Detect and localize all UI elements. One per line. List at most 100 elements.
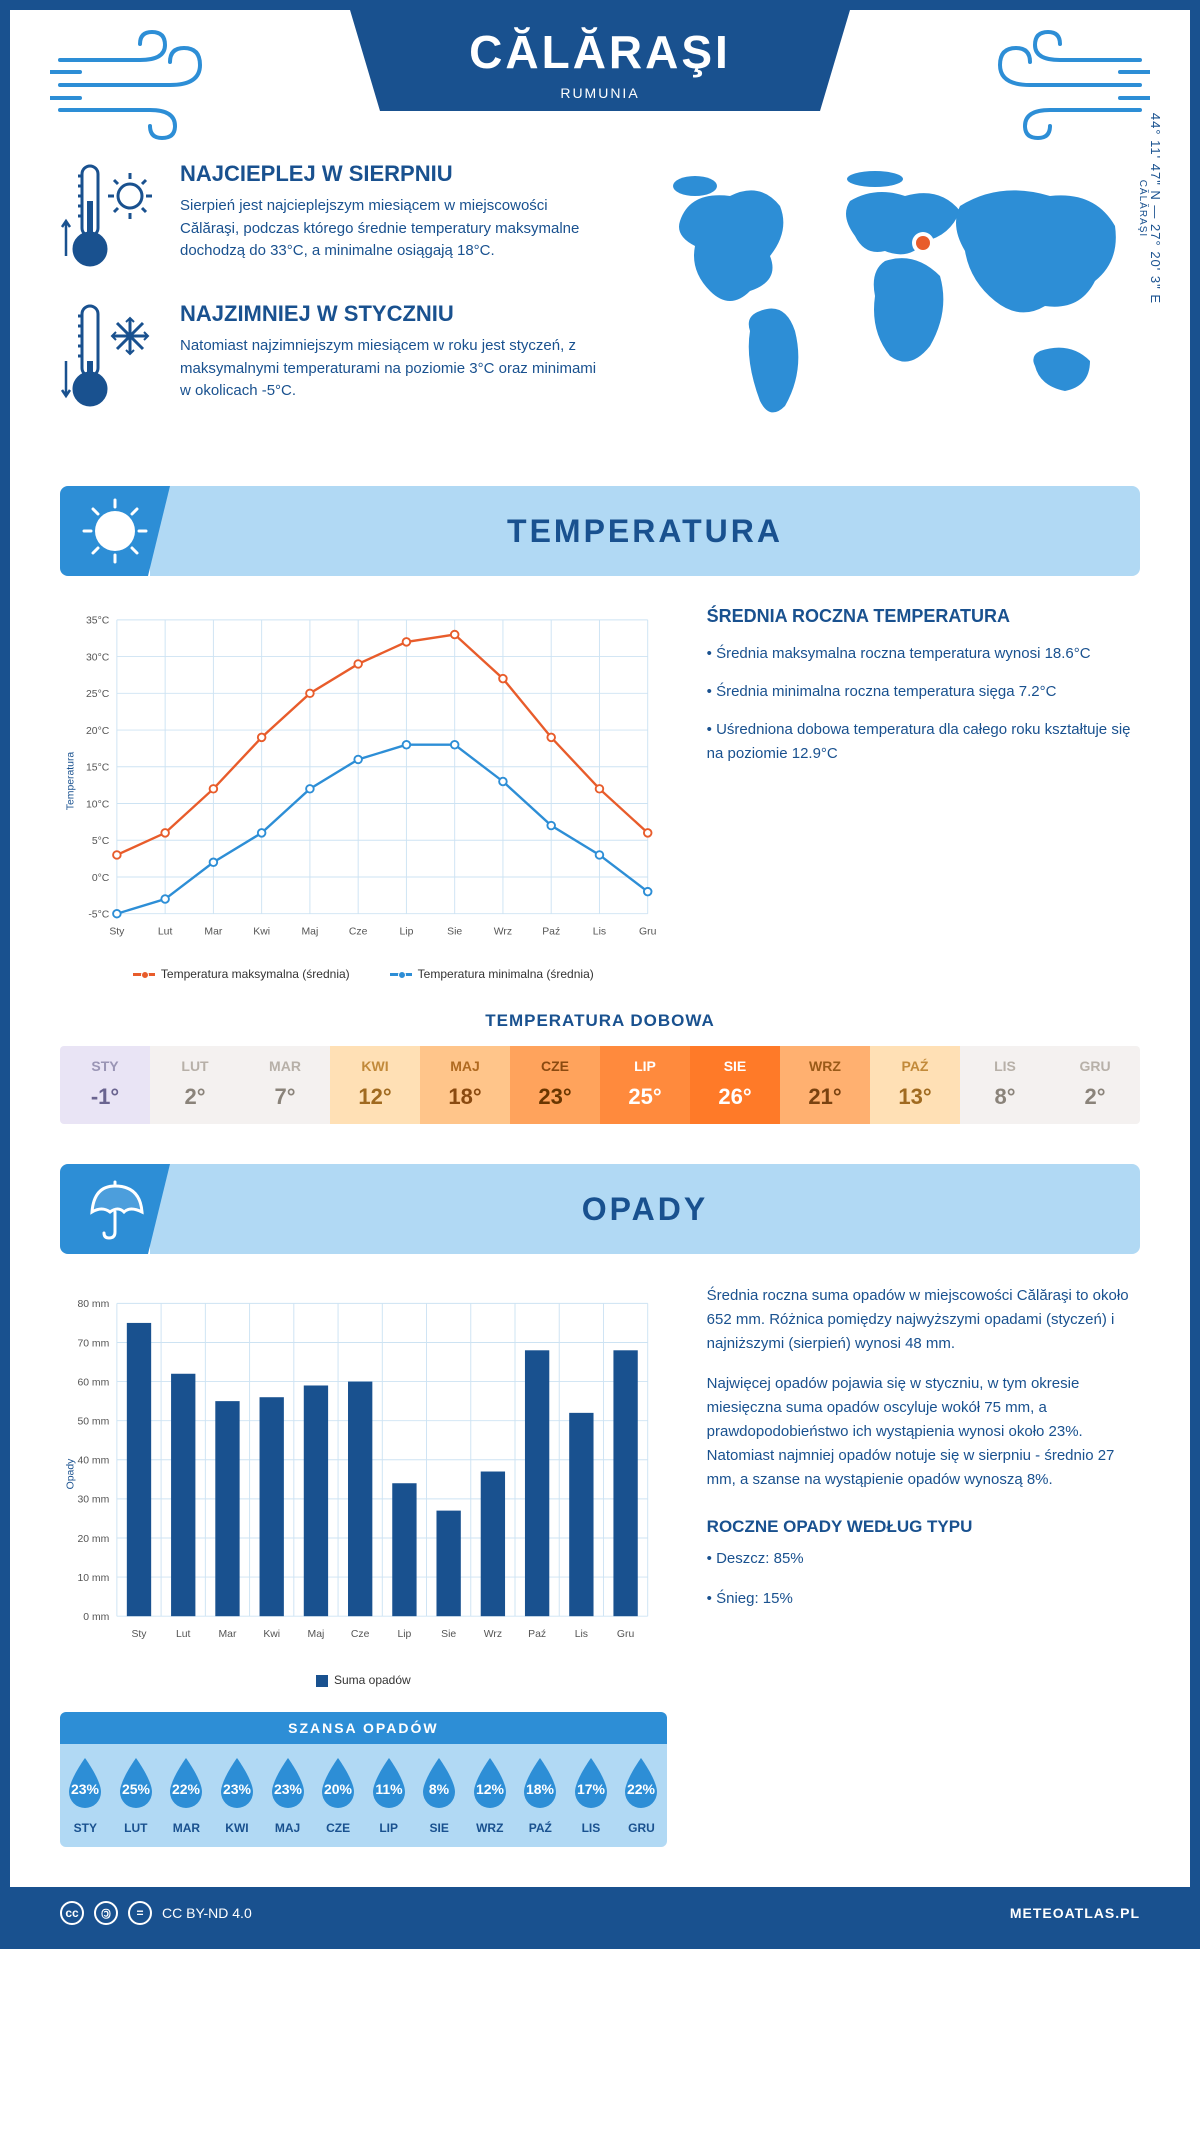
svg-text:Sie: Sie — [447, 927, 462, 938]
thermometer-hot-icon — [60, 161, 160, 271]
chance-cell: 8%SIE — [414, 1756, 465, 1835]
svg-text:12%: 12% — [476, 1781, 505, 1797]
map-block: 44° 11' 47" N — 27° 20' 3" E CĂLĂRAŞI — [640, 161, 1140, 446]
daily-cell: LUT2° — [150, 1046, 240, 1124]
daily-cell: LIP25° — [600, 1046, 690, 1124]
svg-text:Temperatura: Temperatura — [65, 752, 76, 811]
svg-text:Lis: Lis — [593, 927, 606, 938]
daily-cell: GRU2° — [1050, 1046, 1140, 1124]
svg-text:20 mm: 20 mm — [77, 1534, 109, 1545]
chance-cell: 23%KWI — [212, 1756, 263, 1835]
svg-text:Sie: Sie — [441, 1629, 456, 1640]
daily-cell: STY-1° — [60, 1046, 150, 1124]
daily-temp-table: STY-1°LUT2°MAR7°KWI12°MAJ18°CZE23°LIP25°… — [60, 1046, 1140, 1124]
infographic-page: CĂLĂRAŞI RUMUNIA — [0, 0, 1200, 1949]
svg-text:23%: 23% — [223, 1781, 252, 1797]
rain-type-b2: • Śnieg: 15% — [707, 1587, 1140, 1611]
world-map-icon — [640, 161, 1140, 441]
daily-temp-title: TEMPERATURA DOBOWA — [60, 1011, 1140, 1031]
temp-info-title: ŚREDNIA ROCZNA TEMPERATURA — [707, 606, 1140, 627]
chance-cell: 22%MAR — [161, 1756, 212, 1835]
wind-icon — [980, 30, 1150, 140]
precipitation-title: OPADY — [582, 1191, 708, 1228]
svg-text:50 mm: 50 mm — [77, 1416, 109, 1427]
hottest-text: Sierpień jest najcieplejszym miesiącem w… — [180, 195, 600, 263]
svg-text:Maj: Maj — [308, 1629, 325, 1640]
daily-cell: MAJ18° — [420, 1046, 510, 1124]
coordinates: 44° 11' 47" N — 27° 20' 3" E CĂLĂRAŞI — [1137, 112, 1163, 303]
svg-text:Lut: Lut — [158, 927, 173, 938]
svg-text:22%: 22% — [172, 1781, 201, 1797]
country-name: RUMUNIA — [430, 85, 770, 101]
svg-text:70 mm: 70 mm — [77, 1338, 109, 1349]
chance-cell: 12%WRZ — [465, 1756, 516, 1835]
svg-text:Wrz: Wrz — [484, 1629, 502, 1640]
license: cc 🄯 = CC BY-ND 4.0 — [60, 1901, 252, 1925]
header: CĂLĂRAŞI RUMUNIA — [10, 10, 1190, 121]
svg-text:20%: 20% — [324, 1781, 353, 1797]
svg-text:-5°C: -5°C — [88, 910, 109, 921]
rain-type-title: ROCZNE OPADY WEDŁUG TYPU — [707, 1517, 1140, 1537]
svg-text:5°C: 5°C — [92, 836, 110, 847]
svg-text:22%: 22% — [627, 1781, 656, 1797]
svg-text:Lip: Lip — [397, 1629, 411, 1640]
svg-text:10°C: 10°C — [86, 799, 110, 810]
svg-text:30°C: 30°C — [86, 652, 110, 663]
svg-text:23%: 23% — [274, 1781, 303, 1797]
chance-title: SZANSA OPADÓW — [60, 1712, 667, 1744]
thermometer-cold-icon — [60, 301, 160, 411]
precipitation-chance: SZANSA OPADÓW 23%STY25%LUT22%MAR23%KWI23… — [60, 1712, 667, 1847]
rain-type-b1: • Deszcz: 85% — [707, 1547, 1140, 1571]
svg-text:23%: 23% — [71, 1781, 100, 1797]
daily-cell: LIS8° — [960, 1046, 1050, 1124]
svg-text:Cze: Cze — [349, 927, 368, 938]
svg-text:Paź: Paź — [528, 1629, 546, 1640]
svg-text:8%: 8% — [429, 1781, 450, 1797]
chance-cell: 22%GRU — [616, 1756, 666, 1835]
svg-text:Opady: Opady — [65, 1458, 76, 1489]
daily-cell: PAŹ13° — [870, 1046, 960, 1124]
header-banner: CĂLĂRAŞI RUMUNIA — [350, 10, 850, 111]
cc-icon: cc — [60, 1901, 84, 1925]
hottest-block: NAJCIEPLEJ W SIERPNIU Sierpień jest najc… — [60, 161, 600, 271]
footer: cc 🄯 = CC BY-ND 4.0 METEOATLAS.PL — [10, 1887, 1190, 1939]
svg-text:Lis: Lis — [575, 1629, 588, 1640]
intro-section: NAJCIEPLEJ W SIERPNIU Sierpień jest najc… — [60, 161, 1140, 446]
svg-text:35°C: 35°C — [86, 616, 110, 627]
chance-cell: 11%LIP — [363, 1756, 414, 1835]
svg-text:40 mm: 40 mm — [77, 1456, 109, 1467]
rain-p2: Najwięcej opadów pojawia się w styczniu,… — [707, 1372, 1140, 1492]
temperature-legend: Temperatura maksymalna (średnia) Tempera… — [60, 967, 667, 981]
chance-cell: 20%CZE — [313, 1756, 364, 1835]
svg-text:Sty: Sty — [109, 927, 125, 938]
svg-text:Mar: Mar — [204, 927, 222, 938]
temperature-chart: -5°C0°C5°C10°C15°C20°C25°C30°C35°CStyLut… — [60, 606, 667, 981]
coldest-title: NAJZIMNIEJ W STYCZNIU — [180, 301, 600, 327]
svg-text:Sty: Sty — [131, 1629, 147, 1640]
svg-text:15°C: 15°C — [86, 763, 110, 774]
precipitation-info: Średnia roczna suma opadów w miejscowośc… — [707, 1284, 1140, 1847]
city-name: CĂLĂRAŞI — [430, 25, 770, 79]
svg-text:20°C: 20°C — [86, 726, 110, 737]
svg-text:Wrz: Wrz — [494, 927, 512, 938]
svg-text:80 mm: 80 mm — [77, 1299, 109, 1310]
chance-cell: 25%LUT — [111, 1756, 162, 1835]
temp-info-b3: • Uśredniona dobowa temperatura dla całe… — [707, 718, 1140, 766]
svg-text:25°C: 25°C — [86, 689, 110, 700]
temperature-info: ŚREDNIA ROCZNA TEMPERATURA • Średnia mak… — [707, 606, 1140, 981]
temperature-section-header: TEMPERATURA — [60, 486, 1140, 576]
svg-text:18%: 18% — [526, 1781, 555, 1797]
svg-text:60 mm: 60 mm — [77, 1377, 109, 1388]
by-icon: 🄯 — [94, 1901, 118, 1925]
svg-text:30 mm: 30 mm — [77, 1495, 109, 1506]
sun-icon — [80, 496, 150, 566]
svg-text:Maj: Maj — [302, 927, 319, 938]
precipitation-legend: Suma opadów — [60, 1673, 667, 1687]
nd-icon: = — [128, 1901, 152, 1925]
svg-text:25%: 25% — [122, 1781, 151, 1797]
license-text: CC BY-ND 4.0 — [162, 1905, 252, 1921]
svg-text:Gru: Gru — [639, 927, 657, 938]
wind-icon — [50, 30, 220, 140]
svg-text:Cze: Cze — [351, 1629, 370, 1640]
svg-text:Kwi: Kwi — [263, 1629, 280, 1640]
